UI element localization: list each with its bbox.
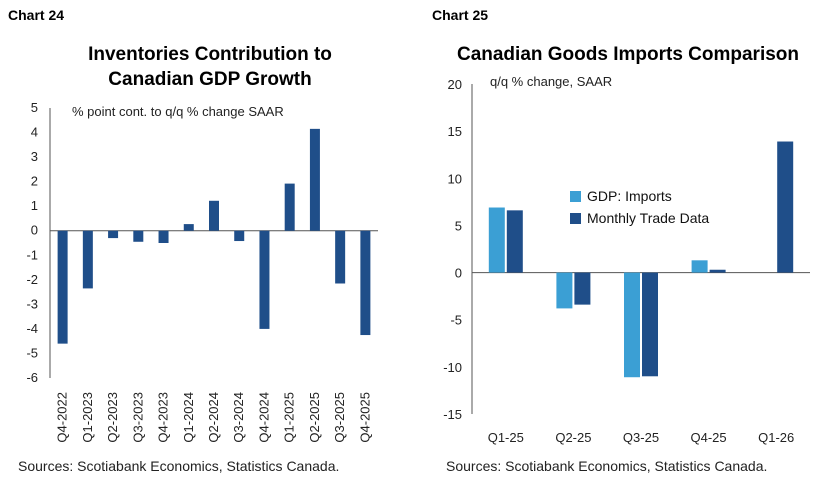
sources-note: Sources: Scotiabank Economics, Statistic…: [446, 458, 768, 474]
chart-number: Chart 25: [432, 7, 489, 23]
chart-subtitle: q/q % change, SAAR: [490, 74, 613, 89]
y-tick-label: 10: [448, 171, 462, 186]
y-tick-label: 15: [448, 124, 462, 139]
x-tick-label: Q4-2025: [357, 392, 372, 443]
y-tick-label: -2: [26, 272, 38, 287]
y-tick-label: 1: [31, 198, 38, 213]
bar: [209, 200, 219, 231]
x-tick-label: Q1-25: [488, 430, 524, 445]
y-tick-label: -1: [26, 247, 38, 262]
bar: [335, 230, 346, 284]
chart-title-line: Inventories Contribution to: [88, 44, 332, 65]
x-tick-label: Q2-2025: [307, 392, 322, 443]
chart-legend: GDP: Imports Monthly Trade Data: [570, 185, 709, 229]
x-tick-label: Q1-2025: [282, 392, 297, 443]
x-tick-label: Q4-2023: [156, 392, 171, 443]
chart-24-plot: -6 -5 -4 -3 -2 -1 0 1 2 3 4 5 Q4-2022 Q1-2023 Q2-2023 Q…: [26, 100, 378, 443]
y-tick-label: -10: [443, 360, 462, 375]
x-tick-label: Q1-2023: [80, 392, 95, 443]
bar: [158, 230, 169, 243]
bar: [506, 210, 523, 273]
bar: [259, 230, 270, 329]
y-tick-label: -4: [26, 321, 38, 336]
x-tick-label: Q1-26: [758, 430, 794, 445]
bar: [133, 230, 144, 242]
y-tick-label: -5: [450, 313, 462, 328]
x-tick-label: Q4-25: [691, 430, 727, 445]
x-tick-label: Q3-25: [623, 430, 659, 445]
bar: [574, 272, 591, 305]
y-tick-label: 3: [31, 149, 38, 164]
chart-24-panel: Chart 24 Inventories Contribution to Can…: [8, 7, 380, 474]
chart-title: Canadian Goods Imports Comparison: [456, 44, 800, 65]
chart-25-plot: -15 -10 -5 0 5 10 15 20 Q1-25 Q2-25 Q3-25 Q4-25 Q1-2…: [443, 77, 810, 445]
bar: [57, 230, 68, 344]
y-tick-label: 5: [455, 218, 462, 233]
x-tick-label: Q2-25: [555, 430, 591, 445]
chart-25-panel: Chart 25 Canadian Goods Imports Comparis…: [414, 0, 828, 482]
bar: [284, 183, 295, 231]
bar: [777, 141, 794, 273]
legend-swatch: [570, 212, 581, 224]
y-tick-label: 4: [31, 125, 38, 140]
x-tick-label: Q3-2023: [130, 392, 145, 443]
bar: [360, 230, 371, 336]
legend-item: GDP: Imports: [570, 185, 709, 207]
x-tick-label: Q1-2024: [181, 392, 196, 443]
x-tick-label: Q3-2025: [332, 392, 347, 443]
bar: [183, 224, 194, 231]
bar: [309, 128, 320, 231]
y-tick-label: -5: [26, 345, 38, 360]
chart-subtitle: % point cont. to q/q % change SAAR: [72, 104, 284, 119]
bar: [709, 269, 726, 273]
bar: [691, 260, 708, 273]
chart-title-line: Canadian GDP Growth: [108, 69, 312, 90]
sources-note: Sources: Scotiabank Economics, Statistic…: [18, 458, 340, 474]
y-tick-label: -6: [26, 370, 38, 385]
x-tick-label: Q4-2024: [256, 392, 271, 443]
bar: [556, 272, 573, 309]
chart-number: Chart 24: [8, 7, 65, 23]
bar: [108, 230, 119, 239]
x-tick-label: Q2-2023: [105, 392, 120, 443]
y-tick-label: 5: [31, 100, 38, 115]
y-tick-label: 20: [448, 77, 462, 92]
chart-title: Inventories Contribution to Canadian GDP…: [40, 42, 380, 92]
bar: [234, 230, 245, 242]
bar: [624, 272, 640, 378]
x-tick-label: Q3-2024: [231, 392, 246, 443]
y-tick-label: -3: [26, 296, 38, 311]
y-tick-label: -15: [443, 407, 462, 422]
bar: [642, 272, 658, 377]
y-tick-label: 2: [31, 174, 38, 189]
legend-item: Monthly Trade Data: [570, 207, 709, 229]
y-tick-label: 0: [31, 223, 38, 238]
x-tick-label: Q4-2022: [55, 392, 70, 443]
bar: [82, 230, 93, 289]
x-tick-label: Q2-2024: [206, 392, 221, 443]
y-tick-label: 0: [455, 266, 462, 281]
legend-swatch: [570, 190, 581, 202]
bar: [488, 207, 505, 273]
legend-label: GDP: Imports: [587, 188, 672, 204]
legend-label: Monthly Trade Data: [587, 210, 710, 226]
